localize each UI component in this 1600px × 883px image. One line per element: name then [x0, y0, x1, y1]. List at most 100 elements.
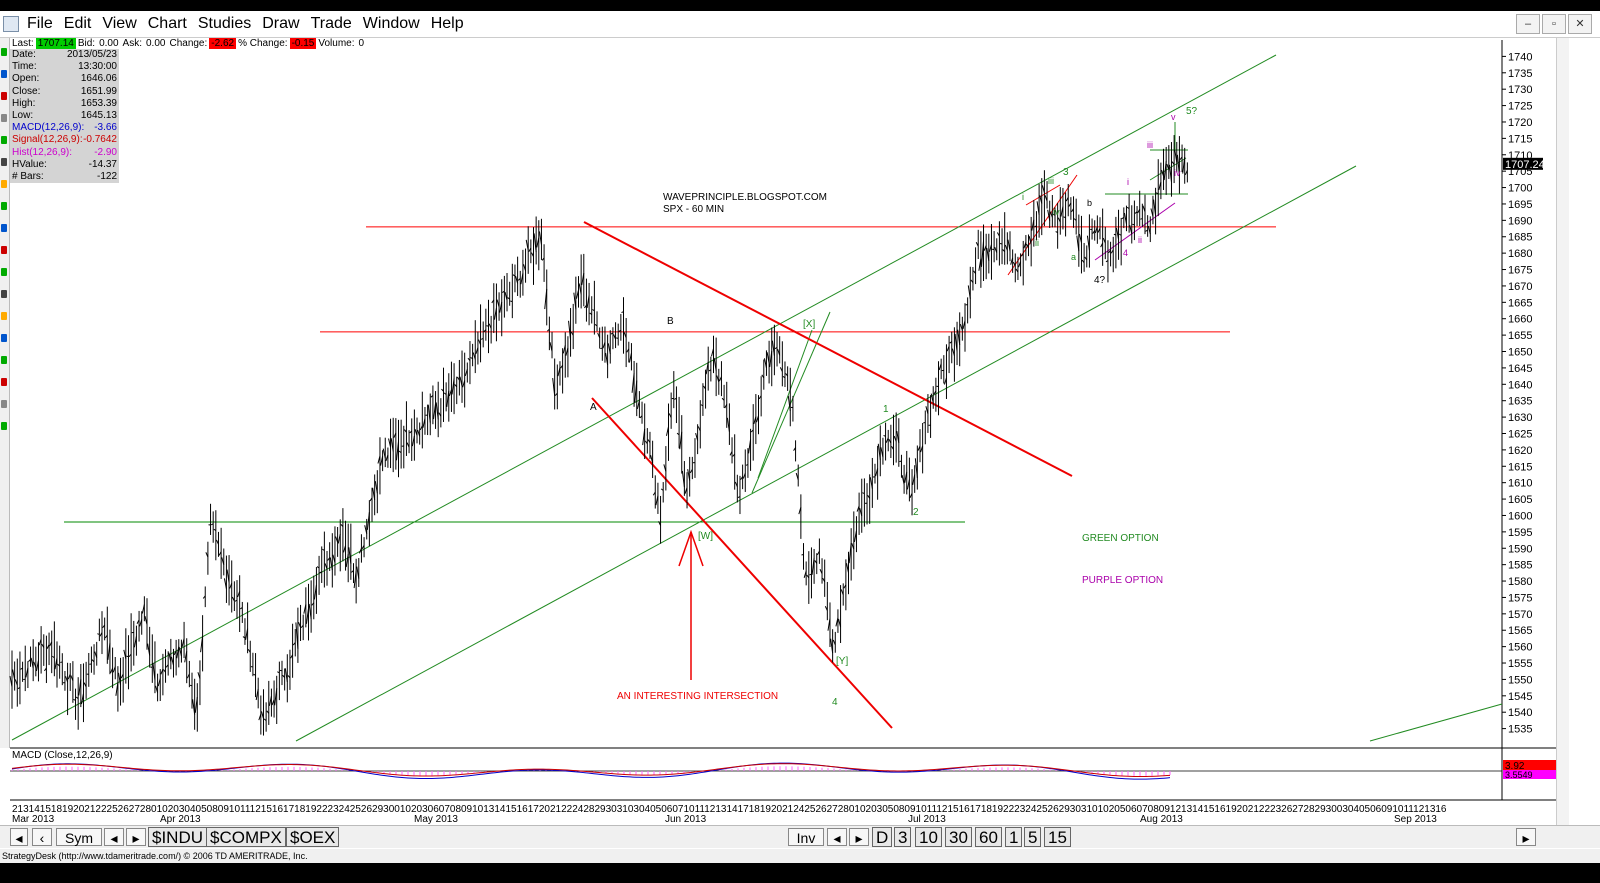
menu-draw[interactable]: Draw — [262, 15, 300, 32]
price-bar-open — [454, 384, 458, 388]
period-d[interactable]: D — [872, 827, 893, 847]
price-bar-open — [433, 403, 437, 420]
period-3[interactable]: 3 — [894, 827, 912, 847]
draw-tool-icon[interactable] — [1, 202, 7, 210]
menu-trade[interactable]: Trade — [310, 15, 352, 32]
right-scrollbar[interactable] — [1556, 38, 1569, 825]
info-row: Low: 1645.13 — [10, 110, 119, 122]
tab-indu[interactable]: $INDU — [148, 827, 208, 847]
draw-tool-icon[interactable] — [1, 136, 7, 144]
tab-oex[interactable]: $OEX — [286, 827, 340, 847]
price-bar-open — [681, 470, 685, 488]
price-bar-open — [186, 673, 190, 679]
wave-label: 4? — [1094, 275, 1106, 286]
sym-button[interactable]: Sym — [56, 828, 102, 846]
price-bar-open — [1031, 219, 1035, 231]
minimize-button[interactable]: – — [1516, 14, 1540, 34]
info-label: Date: — [12, 49, 36, 60]
period-next-icon[interactable]: ▸ — [849, 828, 869, 846]
period-1[interactable]: 1 — [1005, 827, 1023, 847]
inv-button[interactable]: Inv — [788, 828, 824, 846]
draw-tool-icon[interactable] — [1, 356, 7, 364]
price-bar-open — [1105, 260, 1109, 263]
menu-edit[interactable]: Edit — [63, 15, 92, 32]
price-bar-open — [1036, 201, 1040, 216]
draw-tool-icon[interactable] — [1, 334, 7, 342]
price-bar-open — [46, 644, 50, 649]
draw-tool-icon[interactable] — [1, 378, 7, 386]
price-bar-open — [809, 573, 812, 576]
y-tick-label: 1715 — [1508, 133, 1532, 145]
price-bar-open — [305, 608, 309, 624]
scroll-left-icon[interactable]: ◂ — [10, 828, 28, 846]
price-bar-open — [1126, 206, 1130, 209]
scroll-right-icon[interactable]: ▸ — [1516, 828, 1536, 846]
menu-chart[interactable]: Chart — [147, 15, 187, 32]
price-bar-open — [1132, 223, 1135, 226]
menu-file[interactable]: File — [27, 15, 53, 32]
bottom-toolbar: ◂ ‹ Sym ◂ ▸ $INDU $COMPX $OEX Inv ◂ ▸ D … — [0, 825, 1600, 848]
menu-studies[interactable]: Studies — [197, 15, 252, 32]
draw-tool-icon[interactable] — [1, 422, 7, 430]
price-bar-open — [623, 332, 627, 338]
price-bar-open — [91, 659, 95, 663]
period-5[interactable]: 5 — [1024, 827, 1042, 847]
price-bar-open — [766, 352, 770, 364]
info-value: -3.66 — [94, 122, 117, 134]
sym-next-icon[interactable]: ▸ — [126, 828, 146, 846]
menu-view[interactable]: View — [102, 15, 137, 32]
price-bar-open — [1018, 261, 1022, 268]
info-value: 13:30:00 — [78, 61, 117, 73]
draw-tool-icon[interactable] — [1, 268, 7, 276]
draw-tool-icon[interactable] — [1, 400, 7, 408]
sym-prev-icon[interactable]: ◂ — [104, 828, 124, 846]
prev-icon[interactable]: ‹ — [32, 828, 52, 846]
menu-window[interactable]: Window — [362, 15, 420, 32]
draw-tool-icon[interactable] — [1, 290, 7, 298]
price-bar-open — [835, 617, 839, 627]
price-bar-open — [663, 464, 667, 472]
price-bar-open — [589, 312, 593, 315]
price-bar-open — [163, 669, 166, 673]
draw-tool-icon[interactable] — [1, 114, 7, 122]
price-bar-open — [409, 430, 413, 434]
period-prev-icon[interactable]: ◂ — [827, 828, 847, 846]
period-60[interactable]: 60 — [975, 827, 1002, 847]
price-bar-open — [1081, 259, 1085, 264]
price-bar-open — [1145, 229, 1148, 232]
price-bar-open — [1153, 199, 1157, 217]
draw-tool-icon[interactable] — [1, 312, 7, 320]
price-bar-open — [1034, 225, 1037, 228]
price-bar-open — [1076, 235, 1080, 252]
wave-label: i — [1022, 192, 1024, 202]
price-bar-open — [806, 574, 810, 579]
price-bar-open — [237, 591, 241, 598]
y-tick-label: 1590 — [1508, 543, 1532, 555]
menu-help[interactable]: Help — [430, 15, 464, 32]
price-bar-open — [52, 655, 55, 659]
draw-tool-icon[interactable] — [1, 224, 7, 232]
price-bar-open — [909, 493, 913, 498]
period-10[interactable]: 10 — [915, 827, 942, 847]
draw-tool-icon[interactable] — [1, 48, 7, 56]
price-bar-open — [700, 404, 704, 407]
price-bar-open — [242, 636, 246, 639]
close-button[interactable]: ✕ — [1568, 14, 1592, 34]
restore-button[interactable]: ▫ — [1542, 14, 1566, 34]
info-value: -0.7642 — [83, 134, 117, 146]
price-bar-open — [703, 385, 706, 390]
last-price-label: 1707.24 — [1505, 159, 1545, 171]
draw-tool-icon[interactable] — [1, 70, 7, 78]
draw-tool-icon[interactable] — [1, 180, 7, 188]
price-bar-open — [779, 367, 783, 372]
draw-tool-icon[interactable] — [1, 92, 7, 100]
period-15[interactable]: 15 — [1044, 827, 1071, 847]
price-bar-open — [549, 342, 553, 352]
period-30[interactable]: 30 — [945, 827, 972, 847]
draw-tool-icon[interactable] — [1, 158, 7, 166]
wave-label: 3 — [1063, 167, 1069, 178]
draw-tool-icon[interactable] — [1, 246, 7, 254]
price-bar-open — [689, 469, 693, 474]
tab-compx[interactable]: $COMPX — [206, 827, 286, 847]
